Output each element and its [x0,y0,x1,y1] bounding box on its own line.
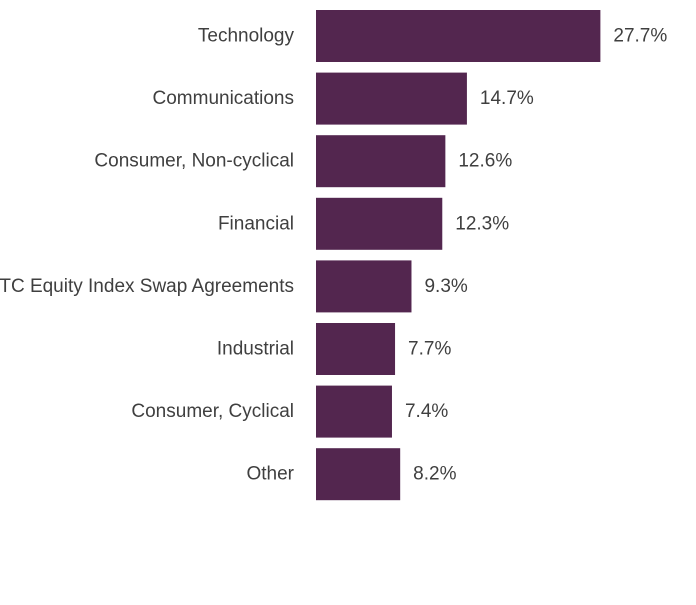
bar-1 [316,72,467,125]
value-label-6: 7.4% [405,401,448,422]
bar-2 [316,135,446,188]
value-label-7: 8.2% [413,464,456,485]
category-label-3: Financial [218,213,294,234]
category-label-7: Other [246,464,294,485]
category-label-5: Industrial [217,339,294,360]
bar-4 [316,260,412,313]
bar-6 [316,385,392,438]
category-label-0: Technology [198,26,295,47]
value-labels-layer: 27.7% 14.7% 12.6% 12.3% 9.3% 7.7% 7.4% 8.2% [405,26,667,485]
value-label-1: 14.7% [480,88,534,109]
bar-5 [316,323,396,375]
value-label-0: 27.7% [613,26,667,47]
bar-3 [316,197,443,250]
category-label-6: Consumer, Cyclical [131,401,294,422]
value-label-2: 12.6% [458,151,512,172]
category-label-2: Consumer, Non-cyclical [94,151,294,172]
bar-0 [316,10,601,62]
value-label-5: 7.7% [408,339,451,360]
bar-7 [316,448,401,501]
category-label-1: Communications [153,88,295,109]
category-labels-layer: Technology Communications Consumer, Non-cy… [0,26,295,485]
bars-layer [316,10,601,501]
value-label-4: 9.3% [424,276,467,297]
value-label-3: 12.3% [455,213,509,234]
category-label-4: OTC Equity Index Swap Agreements [0,276,294,297]
